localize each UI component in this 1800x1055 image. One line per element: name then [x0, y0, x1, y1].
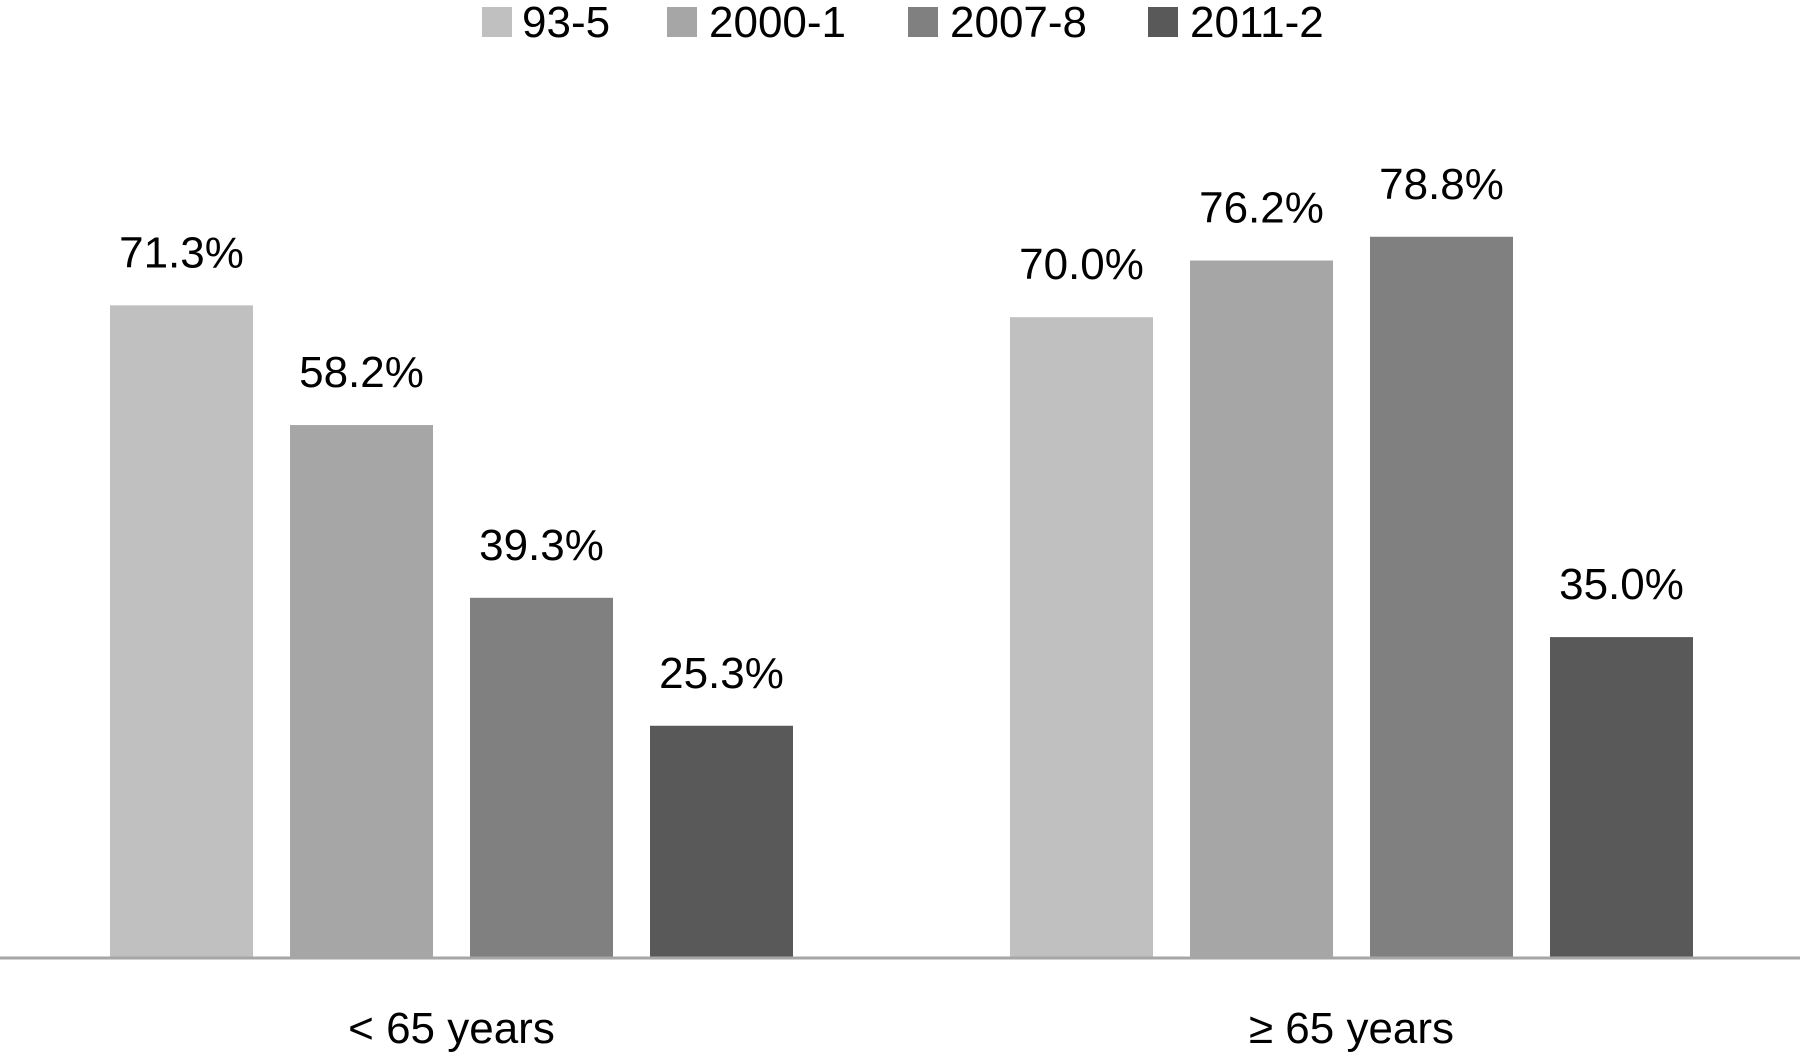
- category-labels: < 65 years ≥ 65 years: [348, 1004, 1454, 1053]
- data-label-2011-2-1: 35.0%: [1559, 560, 1684, 609]
- legend-swatch-93-5: [482, 7, 512, 37]
- legend-label-2007-8: 2007-8: [950, 0, 1087, 47]
- legend-swatch-2000-1: [667, 7, 697, 37]
- bar-2011-2-1: [1550, 637, 1693, 957]
- data-label-93-5-1: 70.0%: [1019, 240, 1144, 289]
- bar-93-5-1: [1010, 317, 1153, 957]
- legend-label-2000-1: 2000-1: [709, 0, 846, 47]
- bar-2011-2-0: [650, 725, 793, 957]
- legend-label-93-5: 93-5: [522, 0, 610, 47]
- bar-2007-8-1: [1370, 236, 1513, 957]
- data-label-2011-2-0: 25.3%: [659, 649, 784, 698]
- category-label-0: < 65 years: [348, 1004, 555, 1053]
- bars: [110, 236, 1693, 958]
- data-label-2000-1-0: 58.2%: [299, 348, 424, 397]
- data-label-2007-8-0: 39.3%: [479, 521, 604, 570]
- data-label-93-5-0: 71.3%: [119, 228, 244, 277]
- legend-swatch-2011-2: [1148, 7, 1178, 37]
- legend: 93-5 2000-1 2007-8 2011-2: [482, 0, 1324, 47]
- bar-2000-1-1: [1190, 260, 1333, 958]
- legend-label-2011-2: 2011-2: [1190, 0, 1324, 47]
- data-label-2000-1-1: 76.2%: [1199, 184, 1324, 233]
- bar-2007-8-0: [470, 597, 613, 957]
- bar-2000-1-0: [290, 425, 433, 957]
- bar-labels: 71.3% 58.2% 39.3% 25.3% 70.0% 76.2% 78.8% 35.0%: [119, 160, 1684, 698]
- bar-93-5-0: [110, 305, 253, 957]
- data-label-2007-8-1: 78.8%: [1379, 160, 1504, 209]
- legend-swatch-2007-8: [908, 7, 938, 37]
- category-label-1: ≥ 65 years: [1249, 1004, 1454, 1053]
